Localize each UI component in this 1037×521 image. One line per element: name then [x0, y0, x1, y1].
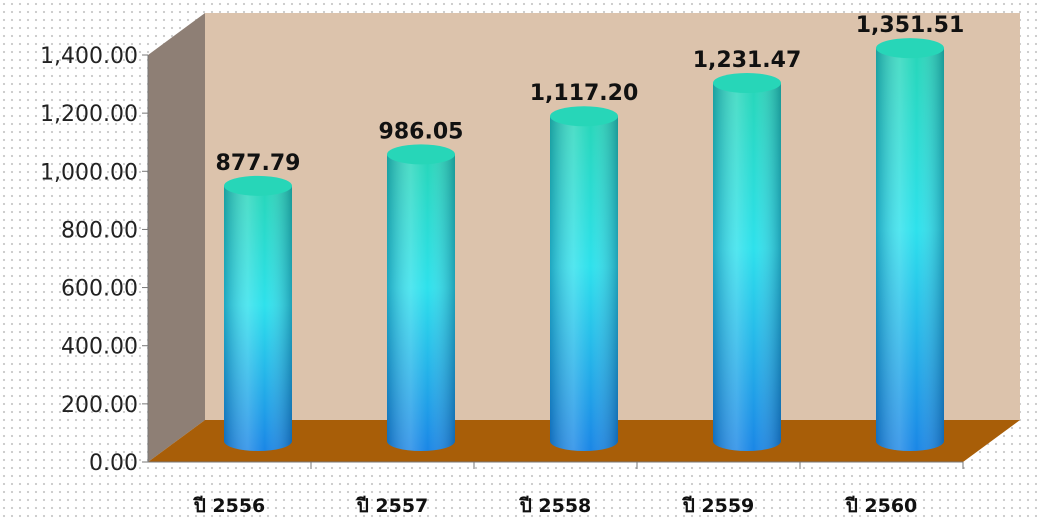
- y-tick-label: 0.00: [89, 451, 138, 476]
- y-tick-label: 1,000.00: [40, 160, 138, 185]
- bar: [387, 144, 455, 451]
- bar: [876, 38, 944, 451]
- bar-top: [550, 106, 618, 127]
- bar-shading: [876, 48, 944, 451]
- y-tick-label: 1,400.00: [40, 44, 138, 69]
- x-tick-label: ปี 2560: [845, 495, 917, 517]
- bar-shading: [387, 154, 455, 451]
- y-tick-label: 400.00: [61, 335, 138, 360]
- bar: [713, 72, 781, 451]
- x-tick-label: ปี 2556: [193, 495, 265, 517]
- y-tick-label: 1,200.00: [40, 102, 138, 127]
- data-label: 1,231.47: [693, 48, 802, 73]
- x-axis-ticks: ปี 2556 ปี 2557 ปี 2558 ปี 2559 ปี 2560: [193, 462, 964, 517]
- data-label: 986.05: [379, 119, 464, 144]
- data-label: 1,351.51: [856, 13, 965, 38]
- x-tick-label: ปี 2559: [682, 495, 754, 517]
- x-tick-label: ปี 2557: [356, 495, 428, 517]
- data-labels: 877.79 986.05 1,117.20 1,231.47 1,351.51: [216, 13, 965, 176]
- bar-top: [876, 38, 944, 59]
- bar-top: [713, 72, 781, 93]
- y-tick-label: 600.00: [61, 277, 138, 302]
- x-tick-label: ปี 2558: [519, 495, 591, 517]
- y-tick-label: 200.00: [61, 393, 138, 418]
- data-label: 1,117.20: [530, 81, 639, 106]
- chart-axes: [147, 55, 963, 463]
- y-axis-ticks: 0.00 200.00 400.00 600.00 800.00 1,000.00 1,20…: [40, 44, 148, 476]
- bars: [224, 38, 944, 452]
- bar: [550, 106, 618, 452]
- chart-side-wall: [148, 13, 205, 462]
- data-label: 877.79: [216, 151, 301, 176]
- bar-shading: [713, 82, 781, 451]
- bar-top: [224, 175, 292, 196]
- bar-top: [387, 144, 455, 165]
- bar: [224, 175, 292, 451]
- bar-shading: [224, 185, 292, 451]
- bar-shading: [550, 116, 618, 452]
- y-tick-label: 800.00: [61, 218, 138, 243]
